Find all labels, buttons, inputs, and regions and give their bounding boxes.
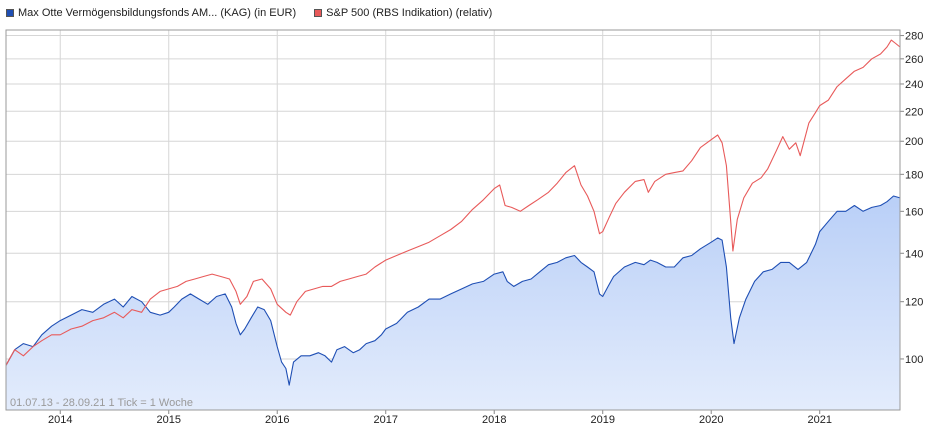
y-tick-label: 260 [905,54,923,66]
fund-area [6,196,900,410]
plot-border [5,29,901,411]
y-tick-label: 100 [905,354,923,366]
legend-item-index[interactable]: S&P 500 (RBS Indikation) (relativ) [314,7,492,19]
y-tick-label: 220 [905,106,923,118]
x-tick-label: 2020 [699,414,723,426]
chart-legend: Max Otte Vermögensbildungsfonds AM... (K… [6,4,510,22]
y-tick-label: 160 [905,206,923,218]
x-tick-label: 2015 [157,414,181,426]
y-tick-label: 280 [905,31,923,43]
x-tick-label: 2018 [482,414,506,426]
fund-series-line [5,195,901,386]
legend-swatch-index [314,9,323,17]
y-tick-label: 200 [905,136,923,148]
legend-item-fund[interactable]: Max Otte Vermögensbildungsfonds AM... (K… [6,7,296,19]
y-axis-ticks: 100 120 140 160 180 200 220 240 260 280 [900,31,923,366]
y-tick-label: 140 [905,248,923,260]
y-tick-label: 120 [905,297,923,309]
y-tick-label: 180 [905,169,923,181]
legend-label-index: S&P 500 (RBS Indikation) (relativ) [326,7,493,19]
x-tick-label: 2016 [265,414,289,426]
date-range-info: 01.07.13 - 28.09.21 1 Tick = 1 Woche [10,397,193,409]
fund-area-fill [6,196,900,410]
x-tick-label: 2014 [48,414,72,426]
x-tick-label: 2021 [807,414,831,426]
series-lines [5,39,901,386]
legend-label-fund: Max Otte Vermögensbildungsfonds AM... (K… [18,7,297,19]
legend-swatch-fund [6,9,14,17]
x-axis-ticks: 2014 2015 2016 2017 2018 2019 2020 2021 [48,410,832,426]
x-tick-label: 2017 [373,414,397,426]
index-series-line [5,39,901,366]
x-tick-label: 2019 [590,414,614,426]
y-tick-label: 240 [905,79,923,91]
